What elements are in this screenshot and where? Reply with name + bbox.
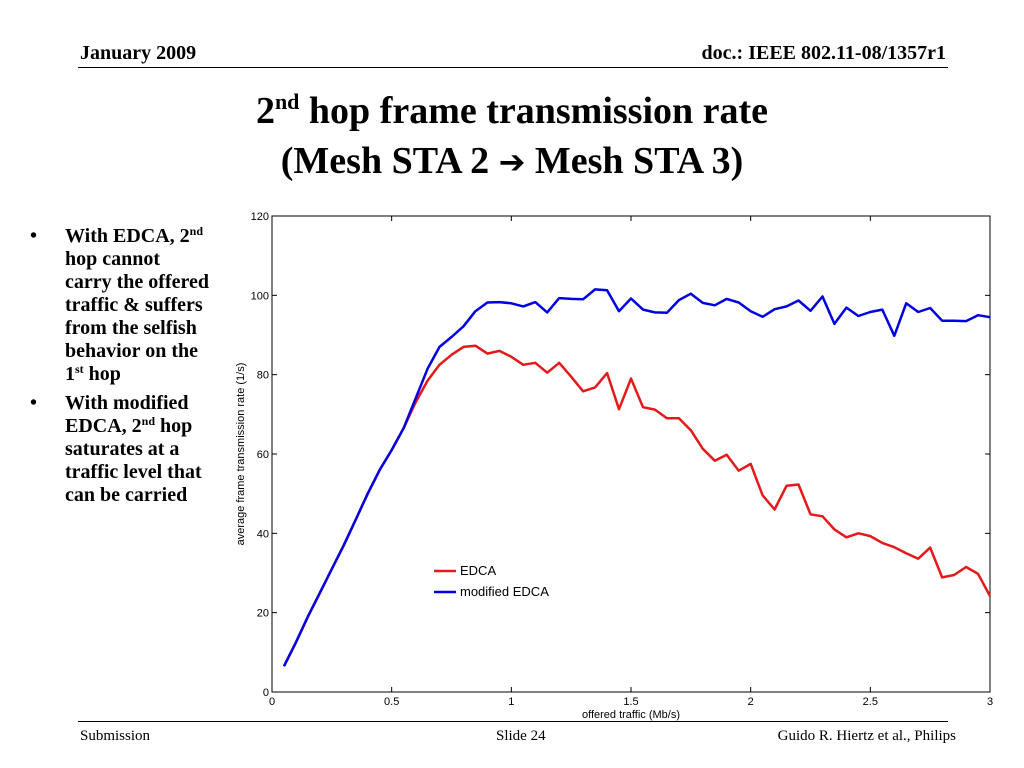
slide-title: 2nd hop frame transmission rate (Mesh ST… <box>0 86 1024 187</box>
bullet-item-edca: • With EDCA, 2nd hop cannot carry the of… <box>30 225 210 386</box>
legend-label: EDCA <box>460 563 496 578</box>
y-tick-label: 60 <box>257 449 269 461</box>
title-line2-right: Mesh STA 3) <box>525 140 744 182</box>
title-line1-sup: nd <box>274 89 300 114</box>
title-line-2: (Mesh STA 2 ➔ Mesh STA 3) <box>0 136 1024 187</box>
series-line-edca <box>282 344 992 667</box>
x-tick-label: 0.5 <box>384 696 399 708</box>
bullet2-sup: nd <box>141 414 156 428</box>
x-axis-label: offered traffic (Mb/s) <box>582 709 680 721</box>
bullet1-text-a: With EDCA, 2 <box>65 225 190 247</box>
y-tick-label: 100 <box>251 290 269 302</box>
title-line1-prefix: 2 <box>255 90 275 132</box>
bullet1-sup-2: st <box>75 362 84 376</box>
x-tick-label: 2.5 <box>863 696 878 708</box>
x-tick-label: 2 <box>748 696 754 708</box>
x-tick-label: 1.5 <box>623 696 638 708</box>
x-tick-label: 3 <box>987 696 993 708</box>
bullet1-text-b: hop cannot carry the offered traffic & s… <box>65 248 210 385</box>
title-line1-rest: hop frame transmission rate <box>299 90 769 132</box>
title-line2-left: (Mesh STA 2 <box>280 140 499 182</box>
bullet-dot: • <box>30 225 38 247</box>
footer-rule <box>78 721 948 722</box>
y-axis-label: average frame transmission rate (1/s) <box>235 363 247 546</box>
bullet2-text-b: hop saturates at a traffic level that ca… <box>65 415 202 506</box>
bullet1-text-c: hop <box>83 363 121 385</box>
x-tick-label: 1 <box>508 696 514 708</box>
y-tick-label: 40 <box>257 528 269 540</box>
series-line-modified-edca <box>282 288 991 667</box>
bullet2-text-a: With modified EDCA, 2 <box>65 392 189 437</box>
bullet-list: • With EDCA, 2nd hop cannot carry the of… <box>30 225 210 513</box>
header-rule <box>78 67 948 68</box>
x-tick-label: 0 <box>269 696 275 708</box>
header-date: January 2009 <box>80 42 197 64</box>
arrow-right-icon: ➔ <box>498 143 526 181</box>
footer-submission: Submission <box>80 728 151 744</box>
y-tick-label: 80 <box>257 370 269 382</box>
plot-frame <box>271 215 991 693</box>
y-tick-label: 0 <box>263 687 269 699</box>
header-doc-id: doc.: IEEE 802.11-08/1357r1 <box>701 42 946 64</box>
title-line-1: 2nd hop frame transmission rate <box>0 86 1024 136</box>
bullet-dot: • <box>30 392 38 414</box>
footer-slide-number: Slide 24 <box>496 728 546 744</box>
bullet-item-modified-edca: • With modified EDCA, 2nd hop saturates … <box>30 392 210 507</box>
y-tick-label: 20 <box>257 608 269 620</box>
bullet1-sup-1: nd <box>189 224 204 238</box>
legend-label: modified EDCA <box>460 584 549 599</box>
footer-author: Guido R. Hiertz et al., Philips <box>777 728 956 744</box>
y-tick-label: 120 <box>251 211 269 223</box>
